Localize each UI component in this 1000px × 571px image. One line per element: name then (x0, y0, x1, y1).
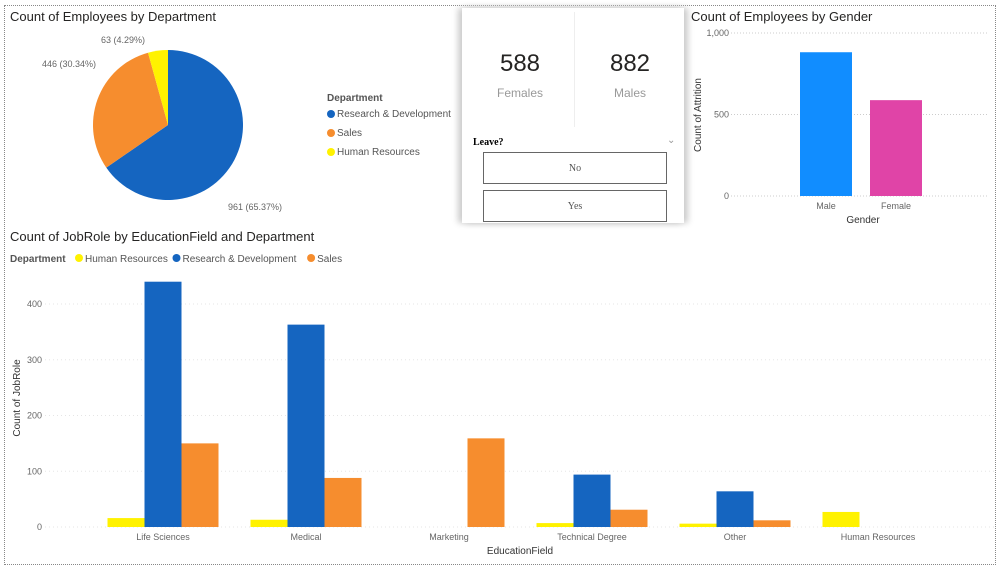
jobrole-bar[interactable] (753, 520, 791, 527)
females-value: 588 (499, 50, 541, 77)
x-tick-label: Medical (290, 532, 321, 542)
x-tick-label: Female (881, 201, 911, 211)
males-card: 882 Males (575, 10, 685, 130)
gender-bar[interactable] (870, 100, 922, 196)
x-tick-label: Life Sciences (136, 532, 190, 542)
jobrole-bar[interactable] (610, 509, 648, 527)
females-card: 588 Females (465, 10, 575, 130)
x-tick-label: Human Resources (841, 532, 916, 542)
y-tick-label: 100 (27, 466, 42, 476)
y-tick-label: 0 (37, 522, 42, 532)
legend-marker (327, 129, 335, 137)
x-axis-title: Gender (846, 215, 880, 226)
slicer-title: Leave? (473, 137, 504, 148)
y-tick-label: 500 (714, 110, 729, 120)
pie-slice (148, 50, 168, 125)
y-tick-label: 200 (27, 411, 42, 421)
legend-marker (75, 254, 83, 262)
legend-label: Research & Development (183, 254, 297, 265)
jobrole-bar[interactable] (716, 491, 754, 527)
pie-legend-label: Research & Development (337, 109, 451, 120)
x-tick-label: Technical Degree (557, 532, 627, 542)
jobrole-chart-title: Count of JobRole by EducationField and D… (10, 229, 315, 244)
pie-data-label: 446 (30.34%) (42, 59, 96, 69)
card-divider (574, 12, 575, 127)
slicer-option-no[interactable]: No (483, 152, 667, 184)
pie-legend-title: Department (327, 93, 383, 104)
males-value: 882 (609, 50, 651, 77)
legend-marker (307, 254, 316, 262)
x-axis-title: EducationField (487, 546, 553, 557)
legend-title: Department (10, 254, 66, 265)
kpi-slicer-panel (462, 8, 684, 223)
legend-marker (327, 148, 335, 156)
jobrole-bar[interactable] (181, 443, 219, 527)
pie-slice (106, 50, 244, 200)
pie-title: Count of Employees by Department (10, 9, 216, 24)
pie-legend-label: Sales (337, 128, 362, 139)
x-tick-label: Marketing (429, 532, 469, 542)
slicer-option-yes[interactable]: Yes (483, 190, 667, 222)
gender-chart-title: Count of Employees by Gender (691, 9, 873, 24)
report-canvas (4, 5, 996, 565)
jobrole-bar[interactable] (250, 519, 288, 527)
jobrole-bar[interactable] (287, 324, 325, 527)
legend-label: Human Resources (85, 254, 168, 265)
females-label: Females (496, 86, 543, 100)
pie-data-label: 961 (65.37%) (228, 202, 282, 212)
jobrole-bar[interactable] (107, 518, 145, 527)
jobrole-bar[interactable] (573, 474, 611, 527)
legend-marker (327, 110, 335, 118)
jobrole-bar[interactable] (679, 523, 717, 527)
legend-label: Sales (317, 254, 342, 265)
y-axis-title: Count of JobRole (12, 359, 23, 437)
gender-bar[interactable] (800, 52, 852, 196)
jobrole-bar[interactable] (822, 511, 860, 527)
jobrole-bar[interactable] (144, 281, 182, 527)
pie-data-label: 63 (4.29%) (101, 35, 145, 45)
males-label: Males (613, 86, 646, 100)
jobrole-bar[interactable] (467, 438, 505, 527)
pie-slice (93, 52, 168, 168)
chevron-down-icon[interactable]: ⌄ (667, 135, 676, 146)
jobrole-bar[interactable] (324, 477, 362, 527)
y-tick-label: 300 (27, 355, 42, 365)
y-tick-label: 1,000 (706, 28, 729, 38)
x-tick-label: Other (724, 532, 747, 542)
x-tick-label: Male (816, 201, 836, 211)
y-axis-title: Count of Attrition (693, 78, 704, 152)
pie-legend-label: Human Resources (337, 147, 420, 158)
jobrole-bar[interactable] (536, 523, 574, 527)
y-tick-label: 400 (27, 299, 42, 309)
y-tick-label: 0 (724, 191, 729, 201)
legend-marker (172, 254, 181, 262)
department-pie-chart: 961 (65.37%) 446 (30.34%) 63 (4.29%) Depart… (42, 35, 451, 212)
jobrole-bar-chart: Department Human Resources Research & Deve… (10, 254, 995, 557)
